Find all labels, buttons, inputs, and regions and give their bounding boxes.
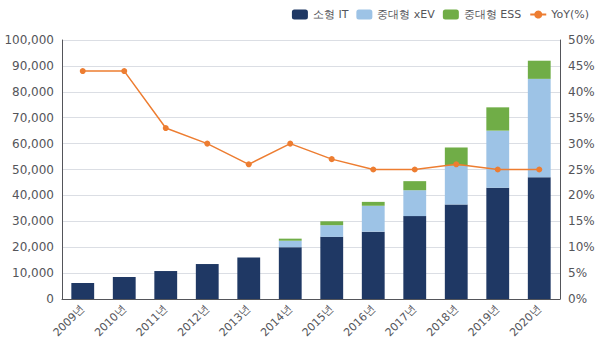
svg-text:2015년: 2015년	[300, 302, 337, 339]
svg-text:50%: 50%	[568, 33, 595, 47]
svg-text:중대형 ESS: 중대형 ESS	[464, 8, 521, 21]
svg-text:80,000: 80,000	[12, 85, 54, 99]
svg-text:40%: 40%	[568, 85, 595, 99]
svg-text:2010년: 2010년	[92, 302, 129, 339]
svg-text:YoY(%): YoY(%)	[550, 8, 589, 21]
svg-text:10,000: 10,000	[12, 266, 54, 280]
svg-text:90,000: 90,000	[12, 59, 54, 73]
svg-text:100,000: 100,000	[4, 33, 54, 47]
svg-text:2009년: 2009년	[51, 302, 88, 339]
svg-text:2016년: 2016년	[341, 302, 378, 339]
svg-text:60,000: 60,000	[12, 137, 54, 151]
svg-text:30%: 30%	[568, 137, 595, 151]
svg-text:2011년: 2011년	[134, 302, 171, 339]
svg-text:50,000: 50,000	[12, 163, 54, 177]
svg-text:45%: 45%	[568, 59, 595, 73]
svg-text:2017년: 2017년	[383, 302, 420, 339]
svg-text:0%: 0%	[568, 292, 587, 306]
svg-text:35%: 35%	[568, 111, 595, 125]
svg-text:30,000: 30,000	[12, 214, 54, 228]
svg-text:0: 0	[46, 292, 54, 306]
svg-text:5%: 5%	[568, 266, 587, 280]
svg-text:2013년: 2013년	[217, 302, 254, 339]
svg-text:10%: 10%	[568, 240, 595, 254]
svg-text:15%: 15%	[568, 214, 595, 228]
svg-text:2018년: 2018년	[424, 302, 461, 339]
svg-text:70,000: 70,000	[12, 111, 54, 125]
svg-text:2019년: 2019년	[466, 302, 503, 339]
svg-text:소형 IT: 소형 IT	[313, 8, 349, 21]
svg-text:20,000: 20,000	[12, 240, 54, 254]
svg-text:40,000: 40,000	[12, 188, 54, 202]
svg-text:중대형 xEV: 중대형 xEV	[377, 8, 435, 21]
svg-text:2012년: 2012년	[175, 302, 212, 339]
svg-text:20%: 20%	[568, 188, 595, 202]
svg-text:2014년: 2014년	[258, 302, 295, 339]
svg-text:25%: 25%	[568, 163, 595, 177]
svg-text:2020년: 2020년	[507, 302, 544, 339]
